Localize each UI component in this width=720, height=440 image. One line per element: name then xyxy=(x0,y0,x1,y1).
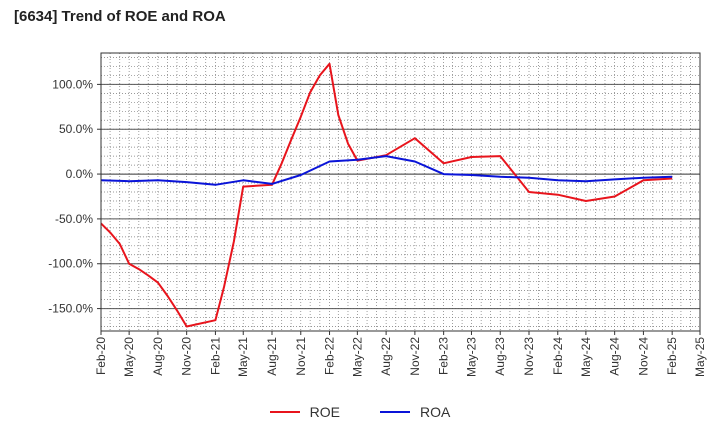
x-tick-label: May-23 xyxy=(464,337,478,377)
grid-layer xyxy=(100,53,701,331)
chart-title: [6634] Trend of ROE and ROA xyxy=(14,8,226,25)
y-tick-label: -50.0% xyxy=(55,212,93,226)
x-tick-label: Nov-24 xyxy=(636,337,650,376)
series-line-roa xyxy=(100,155,673,186)
legend-item-roa: ROA xyxy=(380,404,450,420)
legend-swatch xyxy=(380,411,410,414)
x-tick-label: Aug-20 xyxy=(151,337,165,376)
x-tick-label: Aug-24 xyxy=(608,337,622,376)
plot-frame xyxy=(100,52,701,332)
legend-swatch xyxy=(269,411,300,414)
series-layer xyxy=(100,62,673,328)
y-tick-label: 100.0% xyxy=(52,77,93,91)
x-tick-label: May-20 xyxy=(122,337,136,377)
x-tick-label: Aug-23 xyxy=(493,337,507,376)
y-tick-label: -100.0% xyxy=(48,257,93,271)
x-tick-label: Feb-23 xyxy=(437,337,451,375)
legend-label: ROA xyxy=(420,404,451,420)
x-tick-label: Feb-24 xyxy=(551,337,565,375)
x-tick-label: Feb-21 xyxy=(208,337,222,375)
axis-layer: 100.0% 50.0% 0.0% -50.0% -100.0% -150.0% Feb-2… xyxy=(48,77,707,377)
legend-label: ROE xyxy=(309,404,340,420)
x-tick-label: Aug-21 xyxy=(265,337,279,376)
x-tick-label: Nov-22 xyxy=(408,337,422,376)
x-tick-label: Nov-20 xyxy=(180,337,194,376)
series-line-roe xyxy=(100,62,673,328)
x-tick-label: May-24 xyxy=(579,337,593,377)
x-tick-label: May-25 xyxy=(693,337,707,377)
x-tick-label: May-21 xyxy=(236,337,250,377)
x-tick-label: Feb-25 xyxy=(665,337,679,375)
x-tick-label: Aug-22 xyxy=(379,337,393,376)
x-tick-label: Feb-22 xyxy=(323,337,337,375)
x-tick-label: Nov-21 xyxy=(294,337,308,376)
x-tick-label: May-22 xyxy=(350,337,364,377)
legend-item-roe: ROE xyxy=(269,404,340,420)
y-tick-label: 50.0% xyxy=(59,122,93,136)
y-tick-label: 0.0% xyxy=(66,167,94,181)
legend: ROE ROA xyxy=(0,404,720,420)
y-tick-label: -150.0% xyxy=(48,302,93,316)
x-tick-label: Feb-20 xyxy=(94,337,108,375)
x-tick-label: Nov-23 xyxy=(522,337,536,376)
